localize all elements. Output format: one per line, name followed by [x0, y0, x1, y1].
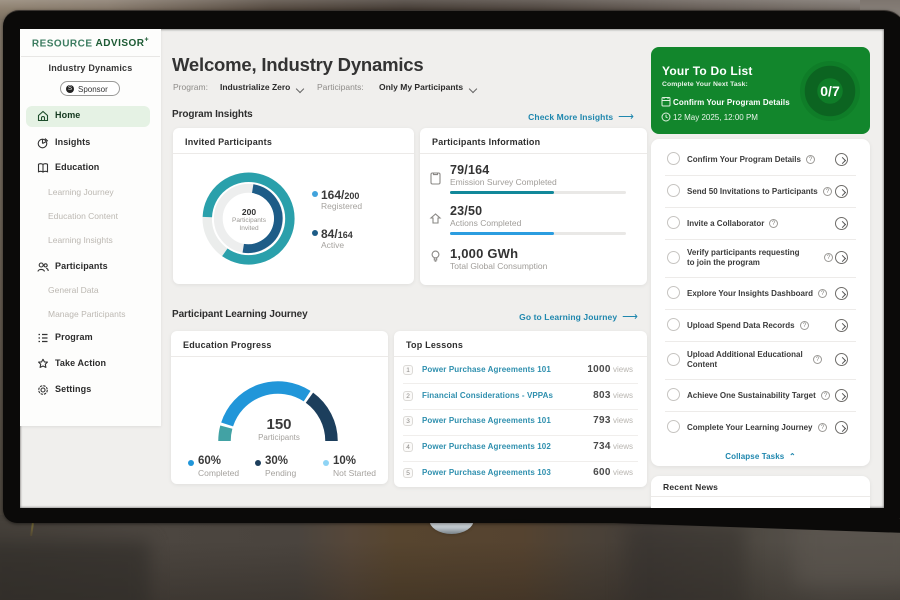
svg-text:0/7: 0/7 — [820, 83, 840, 99]
